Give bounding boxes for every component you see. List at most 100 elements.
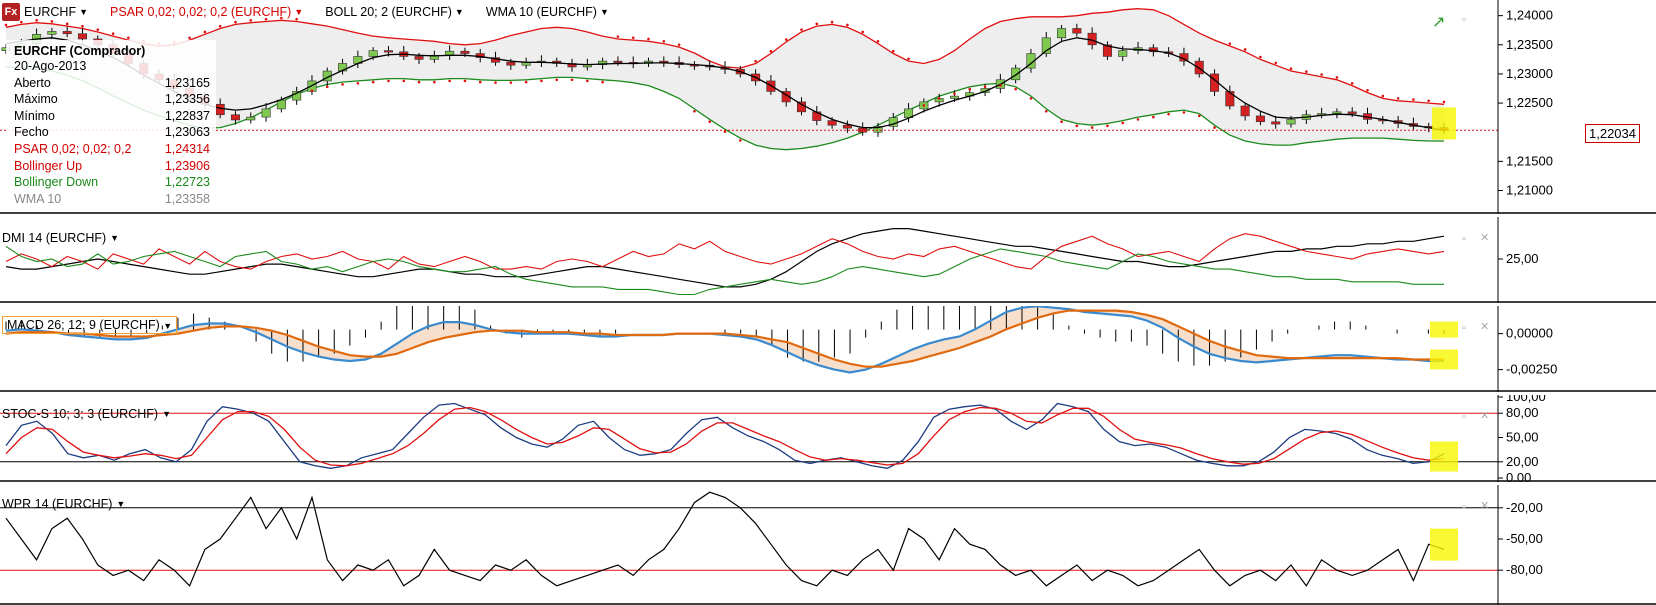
psar-dot — [1213, 126, 1216, 129]
psar-label: PSAR 0,02; 0,02; 0,2 (EURCHF) — [110, 5, 292, 19]
psar-dot — [846, 23, 849, 27]
y-tick-label: 1,21000 — [1506, 183, 1553, 198]
chevron-down-icon[interactable]: ▼ — [163, 321, 173, 331]
macd-chart: 0,00000 -0,00250 — [0, 306, 1656, 392]
highlight-marker — [1430, 441, 1458, 472]
psar-dot — [570, 78, 574, 82]
close-icon[interactable]: ✕ — [1480, 500, 1490, 512]
y-tick-label: -20,00 — [1506, 500, 1543, 515]
candle-body — [230, 114, 240, 121]
psar-dot — [1381, 94, 1385, 98]
psar-dot — [524, 80, 528, 84]
psar-dot — [922, 104, 926, 107]
dmi-header[interactable]: DMI 14 (EURCHF) ▼ — [2, 231, 119, 245]
info-date-row: 20-Ago-2013 — [6, 58, 216, 75]
candle-body — [1118, 50, 1128, 57]
psar-dot — [1243, 48, 1247, 51]
wpr-header[interactable]: WPR 14 (EURCHF) ▼ — [2, 497, 125, 511]
wma-label: WMA 10 (EURCHF) — [485, 5, 597, 19]
psar-dot — [1075, 124, 1079, 128]
psar-dot — [1228, 42, 1232, 45]
psar-indicator-selector[interactable]: PSAR 0,02; 0,02; 0,2 (EURCHF) ▼ — [110, 5, 303, 19]
psar-dot — [433, 80, 436, 84]
restore-window-icon[interactable]: ▫ — [1462, 501, 1466, 513]
dmi-label: DMI 14 (EURCHF) — [2, 231, 107, 245]
wpr-panel: -20,00 -50,00 -80,00 WPR 14 (EURCHF) ▼ ▫ ✕ — [0, 485, 1656, 605]
highlight-marker — [1430, 349, 1458, 370]
trend-arrow-icon[interactable]: ↗ — [1432, 14, 1446, 31]
psar-dot — [249, 19, 253, 22]
candle-body — [1286, 119, 1296, 125]
chevron-down-icon[interactable]: ▼ — [110, 233, 120, 243]
info-row-label: Bollinger Down — [14, 175, 99, 190]
wma-indicator-selector[interactable]: WMA 10 (EURCHF) ▼ — [486, 5, 609, 19]
restore-window-icon[interactable]: ▫ — [1462, 233, 1466, 245]
symbol-selector[interactable]: EURCHF ▼ — [24, 5, 88, 19]
info-row-label: WMA 10 — [14, 191, 62, 206]
y-tick-label: 1,23000 — [1506, 66, 1553, 81]
y-tick-label: -50,00 — [1506, 531, 1543, 546]
chevron-down-icon[interactable]: ▼ — [162, 409, 171, 419]
psar-dot — [1396, 97, 1400, 100]
di-minus-line — [5, 245, 1444, 296]
dmi-chart: 25,00 — [0, 217, 1656, 303]
psar-dot — [907, 57, 910, 61]
psar-dot — [218, 24, 222, 28]
close-icon[interactable]: ✕ — [1480, 410, 1490, 422]
info-title: EURCHF (Comprador) — [14, 44, 146, 58]
candle-body — [873, 126, 883, 133]
stoc-header[interactable]: STOC-S 10; 3; 3 (EURCHF) ▼ — [2, 407, 171, 421]
psar-dot — [387, 79, 390, 83]
psar-dot — [234, 20, 237, 24]
wpr-line — [5, 491, 1445, 587]
psar-dot — [463, 79, 467, 83]
info-row-label: PSAR 0,02; 0,02; 0,2 — [14, 141, 132, 156]
bollinger-down-line — [5, 66, 1444, 151]
symbol-label: EURCHF — [24, 5, 77, 19]
psar-dot — [417, 80, 421, 84]
psar-dot — [983, 85, 987, 89]
candle-body — [292, 91, 302, 101]
psar-dot — [19, 20, 23, 24]
info-row: Máximo 1,23356 — [6, 91, 216, 108]
boll-indicator-selector[interactable]: BOLL 20; 2 (EURCHF) ▼ — [325, 5, 464, 19]
candle-body — [781, 91, 791, 103]
restore-window-icon[interactable]: ▫ — [1462, 14, 1466, 26]
candle-body — [949, 95, 959, 99]
info-date: 20-Ago-2013 — [14, 59, 87, 73]
psar-dot — [999, 84, 1002, 87]
restore-window-icon[interactable]: ▫ — [1462, 411, 1466, 423]
candle-body — [414, 56, 424, 60]
chevron-down-icon[interactable]: ▼ — [294, 7, 304, 17]
info-row: PSAR 0,02; 0,02; 0,2 1,24314 — [6, 141, 216, 158]
psar-dot — [555, 78, 559, 82]
psar-dot — [876, 40, 880, 43]
info-rows: Aberto 1,23165 Máximo 1,23356 Mínimo 1,22837 F… — [6, 75, 216, 208]
psar-dot — [4, 23, 8, 27]
candle-body — [246, 116, 256, 121]
wpr-label: WPR 14 (EURCHF) — [2, 497, 113, 511]
candle-body — [276, 99, 286, 110]
psar-dot — [1320, 73, 1323, 76]
chevron-down-icon[interactable]: ▼ — [454, 7, 464, 17]
restore-window-icon[interactable]: ▫ — [1462, 322, 1466, 334]
psar-dot — [188, 36, 191, 40]
fx-logo-icon[interactable]: Fx — [2, 3, 20, 21]
close-icon[interactable]: ✕ — [1480, 321, 1490, 333]
candle-body — [460, 50, 470, 54]
psar-dot — [1152, 115, 1155, 119]
chevron-down-icon[interactable]: ▼ — [116, 499, 126, 509]
psar-dot — [509, 81, 513, 84]
candle-body — [1011, 67, 1021, 81]
psar-dot — [494, 81, 497, 84]
chevron-down-icon[interactable]: ▼ — [79, 7, 89, 17]
chevron-down-icon[interactable]: ▼ — [599, 7, 609, 17]
macd-header[interactable]: MACD 26; 12; 9 (EURCHF) ▼ — [2, 316, 178, 334]
psar-dot — [677, 43, 681, 47]
psar-dot — [81, 24, 84, 28]
psar-dot — [754, 59, 757, 63]
close-icon[interactable]: ✕ — [1480, 232, 1490, 244]
candle-body — [1087, 32, 1097, 46]
psar-dot — [708, 120, 712, 124]
info-row: WMA 10 1,23358 — [6, 191, 216, 208]
